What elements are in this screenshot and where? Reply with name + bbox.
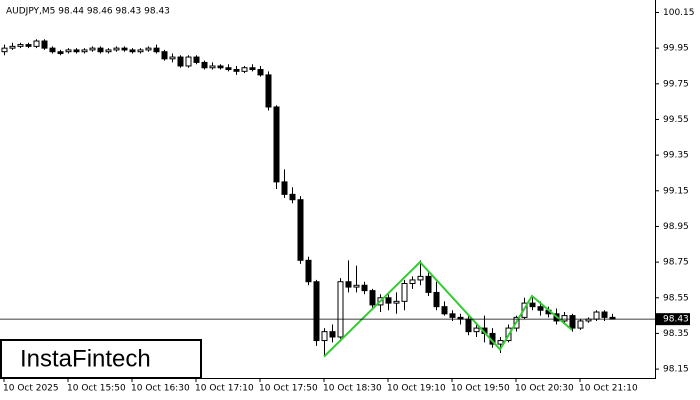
candle-body (217, 65, 224, 69)
y-tick-label: 99.55 (663, 115, 689, 125)
candle-body (313, 281, 320, 342)
candle-body (361, 284, 368, 292)
chart-title: AUDJPY,M5 98.44 98.46 98.43 98.43 (6, 7, 170, 17)
candle-body (409, 279, 416, 284)
y-tick-label: 99.15 (663, 186, 689, 196)
x-tick-label: 10 Oct 17:10 (195, 384, 254, 394)
y-tick-label: 98.15 (663, 365, 689, 375)
candle-body (417, 275, 424, 281)
candle-body (1, 47, 8, 53)
candle-body (353, 284, 360, 288)
y-tick-label: 98.55 (663, 293, 689, 303)
pattern-line (323, 260, 573, 358)
x-tick-label: 10 Oct 21:10 (579, 384, 638, 394)
candle-body (121, 47, 128, 51)
candle-body (385, 297, 392, 304)
logo-box (0, 339, 202, 379)
y-tick-label: 98.95 (663, 222, 689, 232)
x-tick-label: 10 Oct 19:10 (387, 384, 446, 394)
y-tick-label: 99.95 (663, 44, 689, 54)
candle-body (537, 306, 544, 311)
current-price-box (656, 313, 690, 326)
candle-body (9, 45, 16, 49)
candle-body (57, 51, 64, 54)
y-tick-label: 98.75 (663, 258, 689, 268)
candle-body (201, 61, 208, 69)
candle-body (193, 56, 200, 63)
candle-body (289, 193, 296, 201)
candle-body (105, 49, 112, 53)
candle-body (129, 49, 136, 53)
y-tick-label: 99.75 (663, 79, 689, 89)
candle-body (281, 181, 288, 195)
candle-body (33, 40, 40, 47)
candle-body (185, 56, 192, 67)
candle-body (321, 331, 328, 342)
current-price-label: 98.43 (663, 315, 689, 325)
x-tick-label: 10 Oct 2025 (3, 384, 59, 394)
candle-body (225, 67, 232, 71)
y-tick-label: 99.35 (663, 151, 689, 161)
candle-body (249, 67, 256, 71)
candle-body (441, 306, 448, 315)
candle-body (17, 44, 24, 47)
candle-body (265, 74, 272, 108)
candle-body (97, 47, 104, 53)
candle-body (449, 313, 456, 318)
x-tick-label: 10 Oct 18:30 (323, 384, 382, 394)
candle-body (329, 331, 336, 338)
candle-body (49, 47, 56, 53)
candle-body (593, 311, 600, 320)
candle-body (497, 340, 504, 345)
candle-body (561, 315, 568, 322)
x-tick-label: 10 Oct 15:50 (67, 384, 126, 394)
candle-body (89, 47, 96, 51)
x-tick-label: 10 Oct 17:50 (259, 384, 318, 394)
candle-body (369, 290, 376, 306)
candle-body (433, 291, 440, 308)
candle-body (577, 320, 584, 329)
candle-body (465, 318, 472, 333)
candle-body (161, 51, 168, 60)
x-tick-label: 10 Oct 19:50 (451, 384, 510, 394)
candle-body (529, 302, 536, 308)
candle-body (473, 327, 480, 333)
candle-body (297, 199, 304, 261)
y-tick-label: 98.35 (663, 329, 689, 339)
candle-body (25, 44, 32, 47)
candle-body (241, 67, 248, 72)
candle-body (209, 65, 216, 69)
candle-body (601, 311, 608, 318)
candle-body (145, 47, 152, 51)
candle-body (153, 47, 160, 53)
candle-body (401, 283, 408, 302)
candle-body (169, 56, 176, 60)
candle-body (81, 49, 88, 53)
candle-body (73, 49, 80, 53)
candle-body (345, 281, 352, 288)
candle-body (305, 259, 312, 283)
candle-body (233, 69, 240, 72)
x-tick-label: 10 Oct 16:30 (131, 384, 190, 394)
y-tick-label: 100.15 (663, 8, 695, 18)
candle-body (337, 281, 344, 338)
candle-body (113, 47, 120, 51)
candle-body (177, 56, 184, 67)
candle-body (137, 49, 144, 53)
candle-body (257, 69, 264, 76)
candle-body (41, 40, 48, 49)
candle-body (65, 49, 72, 53)
candle-body (273, 106, 280, 183)
x-tick-label: 10 Oct 20:30 (515, 384, 574, 394)
candle-body (425, 275, 432, 293)
candle-body (569, 315, 576, 329)
logo: InstaFintech (20, 345, 151, 372)
candle-body (393, 300, 400, 304)
